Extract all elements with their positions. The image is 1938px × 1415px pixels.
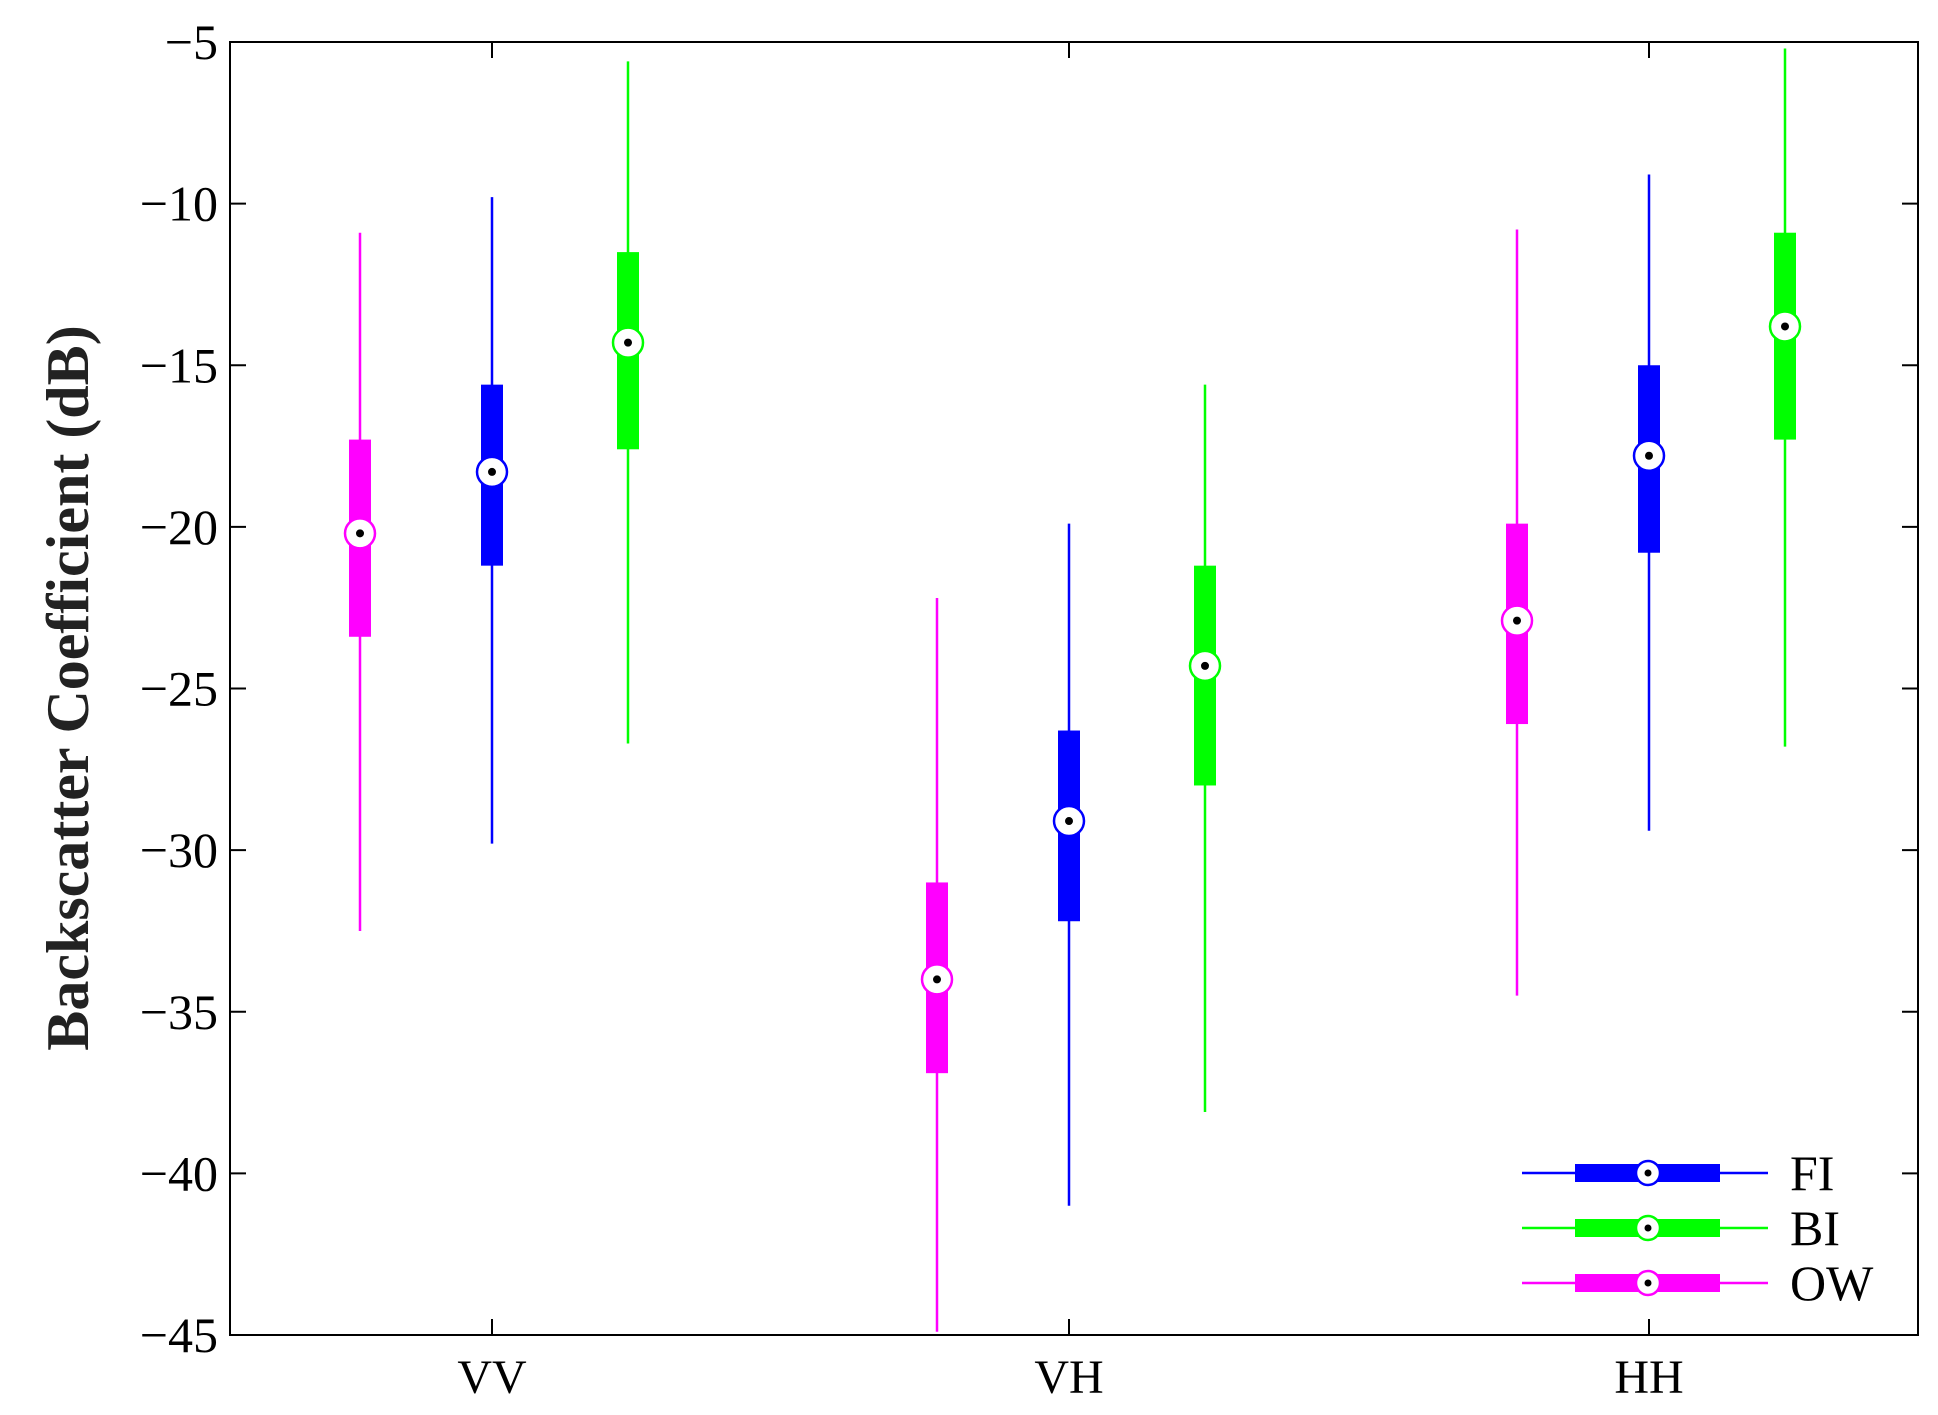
box-bi-vv — [611, 61, 645, 744]
plot-frame — [229, 41, 1919, 1336]
legend-median-dot — [1644, 1169, 1652, 1177]
box-fi-vv — [475, 197, 509, 844]
legend-entry-bi: BI — [1522, 1200, 1840, 1256]
y-tick-label: −10 — [140, 176, 218, 232]
y-tick-label: −5 — [165, 14, 218, 70]
y-tick-label: −15 — [140, 337, 218, 393]
y-tick-label: −35 — [140, 984, 218, 1040]
x-category-label: HH — [1614, 1351, 1683, 1404]
box-fi-hh — [1632, 174, 1666, 831]
box-ow-vh — [920, 597, 954, 1332]
legend-median-dot — [1644, 1224, 1652, 1232]
legend-entry-fi: FI — [1522, 1145, 1834, 1201]
box-ow-vv — [343, 232, 377, 931]
box-median-dot — [624, 338, 632, 347]
legend-label: FI — [1790, 1145, 1834, 1201]
x-category-label: VV — [457, 1351, 527, 1404]
chart-marks — [343, 48, 1802, 1332]
legend-entry-ow: OW — [1522, 1255, 1874, 1311]
box-median-dot — [488, 467, 496, 476]
y-tick-label: −40 — [140, 1145, 218, 1201]
y-axis-label: Backscatter Coefficient (dB) — [35, 325, 101, 1050]
chart-axes: −5 −10 −15 −20 −25 −30 −35 −40 −45 Backscatter Co… — [35, 14, 1919, 1404]
box-bi-vh — [1188, 384, 1222, 1112]
y-tick-label: −25 — [140, 661, 218, 717]
x-category-label: VH — [1034, 1351, 1103, 1404]
box-fi-vh — [1052, 523, 1086, 1206]
box-median-dot — [933, 975, 941, 984]
legend-label: OW — [1790, 1255, 1874, 1311]
y-tick-label: −20 — [140, 499, 218, 555]
y-tick-label: −30 — [140, 822, 218, 878]
box-median-dot — [1065, 817, 1073, 826]
legend-median-dot — [1644, 1279, 1652, 1287]
box-median-dot — [1513, 616, 1521, 625]
box-median-dot — [1201, 661, 1209, 670]
legend-label: BI — [1790, 1200, 1840, 1256]
box-median-dot — [1781, 322, 1789, 331]
box-bi-hh — [1768, 48, 1802, 747]
box-median-dot — [356, 529, 364, 538]
box-ow-hh — [1500, 229, 1534, 996]
box-median-dot — [1645, 451, 1653, 460]
y-tick-label: −45 — [140, 1307, 218, 1363]
